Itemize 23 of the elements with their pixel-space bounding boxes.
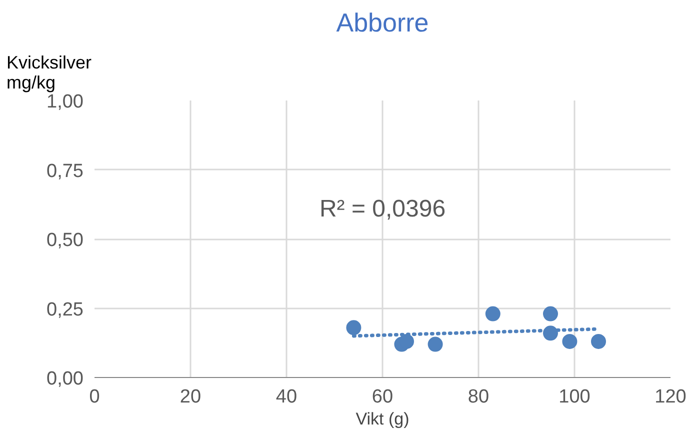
x-tick-label: 0 bbox=[89, 386, 100, 408]
point bbox=[591, 334, 606, 349]
y-tick-label: 0,50 bbox=[46, 230, 84, 251]
y-tick-label: 0,00 bbox=[46, 368, 84, 390]
x-tick-label: 40 bbox=[276, 386, 298, 408]
point bbox=[346, 320, 362, 336]
x-tick-label: 80 bbox=[468, 386, 490, 408]
x-tick-label: 60 bbox=[372, 386, 394, 408]
x-tick-label: 120 bbox=[654, 386, 686, 408]
x-axis-title: Vikt (g) bbox=[356, 410, 410, 428]
y-axis-title: Kvicksilver mg/kg bbox=[6, 52, 92, 92]
x-tick-label: 100 bbox=[558, 386, 590, 408]
y-tick-label: 0,75 bbox=[46, 160, 84, 182]
y-tick-label: 0,25 bbox=[46, 299, 84, 320]
chart-title: Abborre bbox=[336, 8, 429, 38]
point bbox=[399, 334, 414, 349]
annotation: R² = 0,0396 bbox=[319, 195, 446, 222]
point bbox=[485, 306, 500, 322]
point bbox=[543, 306, 558, 322]
point bbox=[562, 334, 578, 349]
y-tick-label: 1,00 bbox=[46, 92, 84, 112]
x-tick-label: 20 bbox=[180, 386, 202, 408]
point bbox=[428, 336, 443, 352]
